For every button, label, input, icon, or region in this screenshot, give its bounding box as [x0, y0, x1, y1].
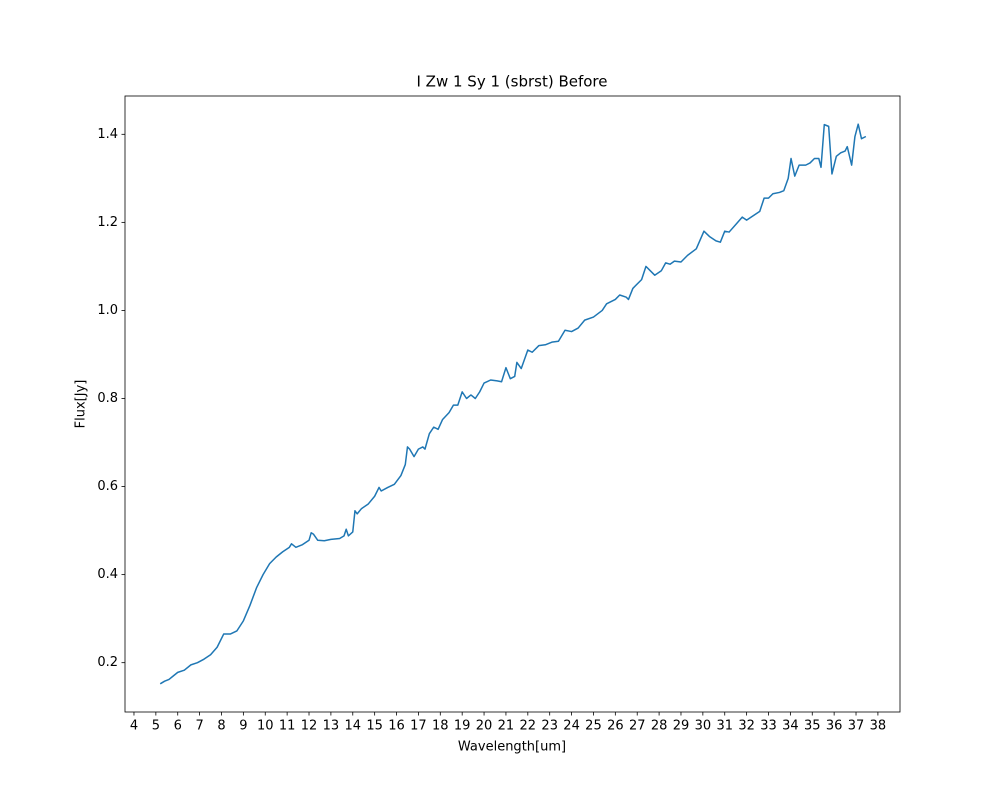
y-tick-label: 0.6 — [97, 479, 118, 494]
x-tick-label: 12 — [301, 719, 318, 734]
y-tick-label: 1.4 — [97, 127, 118, 142]
x-tick-label: 35 — [804, 719, 821, 734]
y-tick-label: 1.0 — [97, 303, 118, 318]
x-tick-label: 29 — [673, 719, 690, 734]
x-tick-label: 36 — [826, 719, 843, 734]
x-tick-label: 27 — [629, 719, 646, 734]
x-tick-label: 33 — [760, 719, 777, 734]
y-tick-label: 0.8 — [97, 391, 118, 406]
x-tick-label: 22 — [520, 719, 537, 734]
x-tick-label: 32 — [738, 719, 755, 734]
plot-frame — [124, 95, 901, 713]
x-tick-label: 37 — [848, 719, 865, 734]
x-tick-label: 34 — [782, 719, 799, 734]
x-tick-label: 19 — [454, 719, 471, 734]
x-tick-label: 5 — [152, 719, 160, 734]
x-tick-label: 14 — [345, 719, 362, 734]
x-tick-label: 25 — [585, 719, 602, 734]
x-tick-label: 11 — [279, 719, 296, 734]
x-tick-label: 7 — [195, 719, 203, 734]
data-line — [159, 123, 867, 685]
y-tick-label: 0.2 — [97, 655, 118, 670]
x-axis-title: Wavelength[um] — [458, 740, 566, 755]
x-tick-label: 13 — [323, 719, 340, 734]
x-tick-label: 16 — [388, 719, 405, 734]
x-tick-label: 15 — [366, 719, 383, 734]
y-axis-title: Flux[Jy] — [74, 380, 89, 429]
x-tick-label: 18 — [432, 719, 449, 734]
x-tick-label: 4 — [130, 719, 138, 734]
x-tick-label: 17 — [410, 719, 427, 734]
x-tick-label: 8 — [217, 719, 225, 734]
x-tick-label: 23 — [541, 719, 558, 734]
x-tick-label: 24 — [563, 719, 580, 734]
x-tick-label: 20 — [476, 719, 493, 734]
x-tick-label: 6 — [174, 719, 182, 734]
x-tick-label: 26 — [607, 719, 624, 734]
x-tick-label: 28 — [651, 719, 668, 734]
x-tick-label: 9 — [239, 719, 247, 734]
chart-title: I Zw 1 Sy 1 (sbrst) Before — [416, 73, 607, 91]
x-tick-label: 31 — [716, 719, 733, 734]
x-tick-label: 38 — [870, 719, 887, 734]
x-tick-label: 10 — [257, 719, 274, 734]
y-tick-label: 1.2 — [97, 215, 118, 230]
y-tick-label: 0.4 — [97, 567, 118, 582]
x-tick-label: 21 — [498, 719, 515, 734]
x-tick-label: 30 — [695, 719, 712, 734]
